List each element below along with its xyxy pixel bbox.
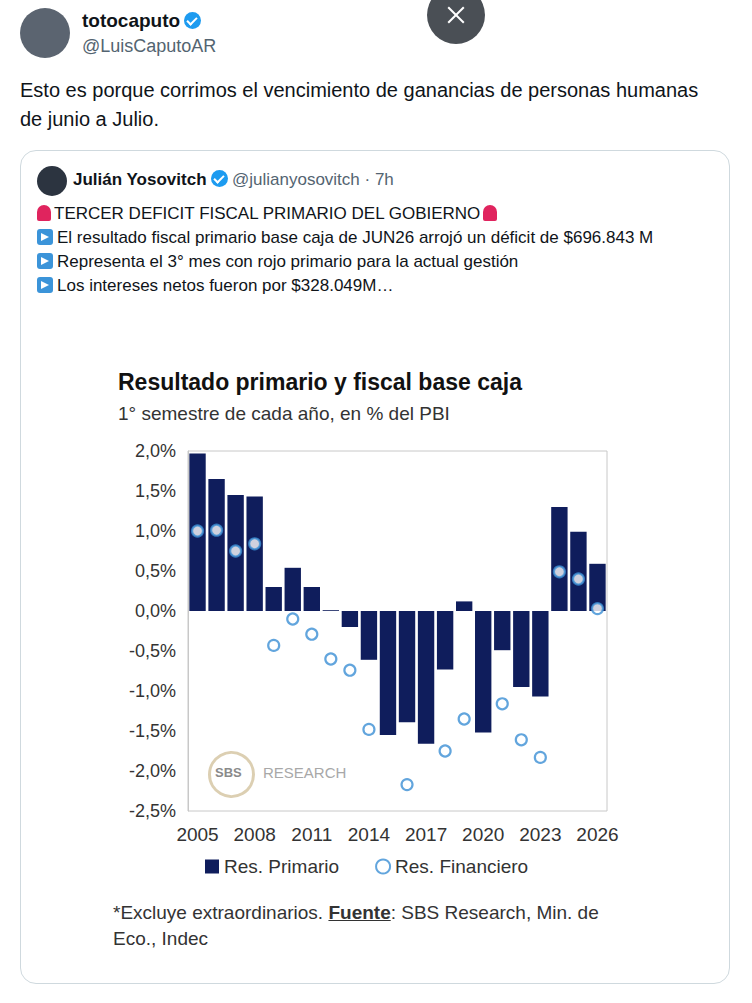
svg-text:2017: 2017 [405,824,447,845]
svg-text:RESEARCH: RESEARCH [263,764,346,781]
svg-text:2023: 2023 [519,824,561,845]
svg-text:2005: 2005 [176,824,218,845]
svg-text:1,5%: 1,5% [135,481,176,501]
svg-text:1° semestre de cada año, en %: 1° semestre de cada año, en % del PBI [118,403,450,424]
svg-text:SBS: SBS [215,765,242,780]
svg-text:0,0%: 0,0% [135,601,176,621]
html-text:Los intereses netos fueron por: Los intereses netos fueron por $328.049M… [57,276,394,295]
svg-text:Res. Primario: Res. Primario [224,856,339,877]
html-text:totocaputo: totocaputo [82,10,181,31]
svg-text:2008: 2008 [234,824,276,845]
html-text:Representa el 3° mes con rojo: Representa el 3° mes con rojo primario p… [57,252,519,271]
html-text:Esto es porque corrimos el ven: Esto es porque corrimos el vencimiento d… [20,79,699,130]
svg-text:2020: 2020 [462,824,504,845]
svg-text:-1,5%: -1,5% [129,721,176,741]
svg-text:0,5%: 0,5% [135,561,176,581]
svg-text:2014: 2014 [348,824,391,845]
html-text:Julián Yosovitch: Julián Yosovitch [73,170,207,189]
svg-text:Resultado primario y fiscal ba: Resultado primario y fiscal base caja [118,369,522,395]
svg-text:-2,5%: -2,5% [129,801,176,821]
html-text:TERCER DEFICIT FISCAL PRIMARIO: TERCER DEFICIT FISCAL PRIMARIO DEL GOBIE… [54,204,481,223]
svg-text:1,0%: 1,0% [135,521,176,541]
html-text:*Excluye extraordinarios. Fuen: *Excluye extraordinarios. Fuente: SBS Re… [113,902,599,949]
svg-text:Res. Financiero: Res. Financiero [395,856,528,877]
svg-text:-1,0%: -1,0% [129,681,176,701]
svg-text:-0,5%: -0,5% [129,641,176,661]
html-text:@LuisCaputoAR: @LuisCaputoAR [82,36,217,56]
svg-text:2,0%: 2,0% [135,441,176,461]
svg-text:-2,0%: -2,0% [129,761,176,781]
html-text:El resultado fiscal primario b: El resultado fiscal primario base caja d… [57,228,654,247]
html-text:@julianyosovitch · 7h: @julianyosovitch · 7h [232,170,394,189]
svg-text:2011: 2011 [291,824,332,845]
svg-text:2026: 2026 [576,824,618,845]
